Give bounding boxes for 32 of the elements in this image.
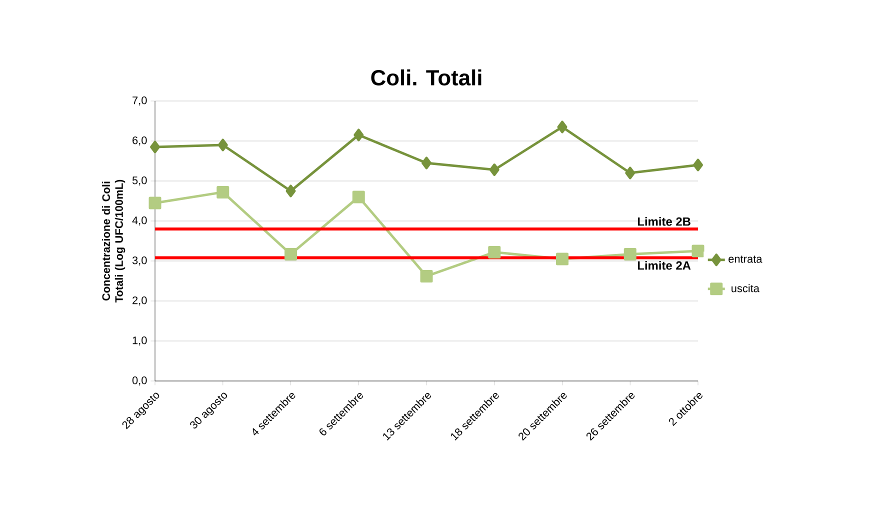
- point: [150, 140, 160, 154]
- point: [625, 166, 636, 180]
- y-tick-label: 0,0: [132, 376, 147, 386]
- point: [557, 120, 568, 134]
- point: [148, 196, 162, 210]
- y-axis-title: Concentrazione di Coli Totali (Log UFC/100mL): [102, 180, 126, 303]
- point: [556, 252, 569, 266]
- point: [216, 186, 230, 198]
- y-tick-label: 1,0: [132, 336, 147, 346]
- point: [489, 164, 500, 176]
- point: [284, 248, 298, 260]
- y-tick-label: 7,0: [132, 96, 147, 106]
- legend-label: uscita: [732, 284, 760, 292]
- point: [422, 156, 432, 170]
- point: [488, 246, 501, 258]
- legend-label: entrata: [728, 256, 762, 263]
- point: [693, 158, 703, 172]
- y-tick-label: 2,0: [132, 296, 147, 306]
- ref-line-label: Limite 2A: [638, 260, 691, 270]
- y-tick-label: 3,0: [132, 256, 147, 266]
- point: [692, 244, 704, 258]
- y-tick-label: 5,0: [132, 176, 147, 186]
- point: [624, 248, 636, 260]
- point: [218, 138, 228, 152]
- chart-title: Coli. Totali: [371, 69, 482, 86]
- y-tick-label: 4,0: [132, 216, 147, 226]
- y-tick-label: 6,0: [132, 136, 147, 146]
- ref-line-label: Limite 2B: [638, 217, 690, 226]
- point: [420, 270, 433, 282]
- point: [352, 190, 365, 204]
- point: [354, 128, 364, 142]
- point: [286, 184, 296, 198]
